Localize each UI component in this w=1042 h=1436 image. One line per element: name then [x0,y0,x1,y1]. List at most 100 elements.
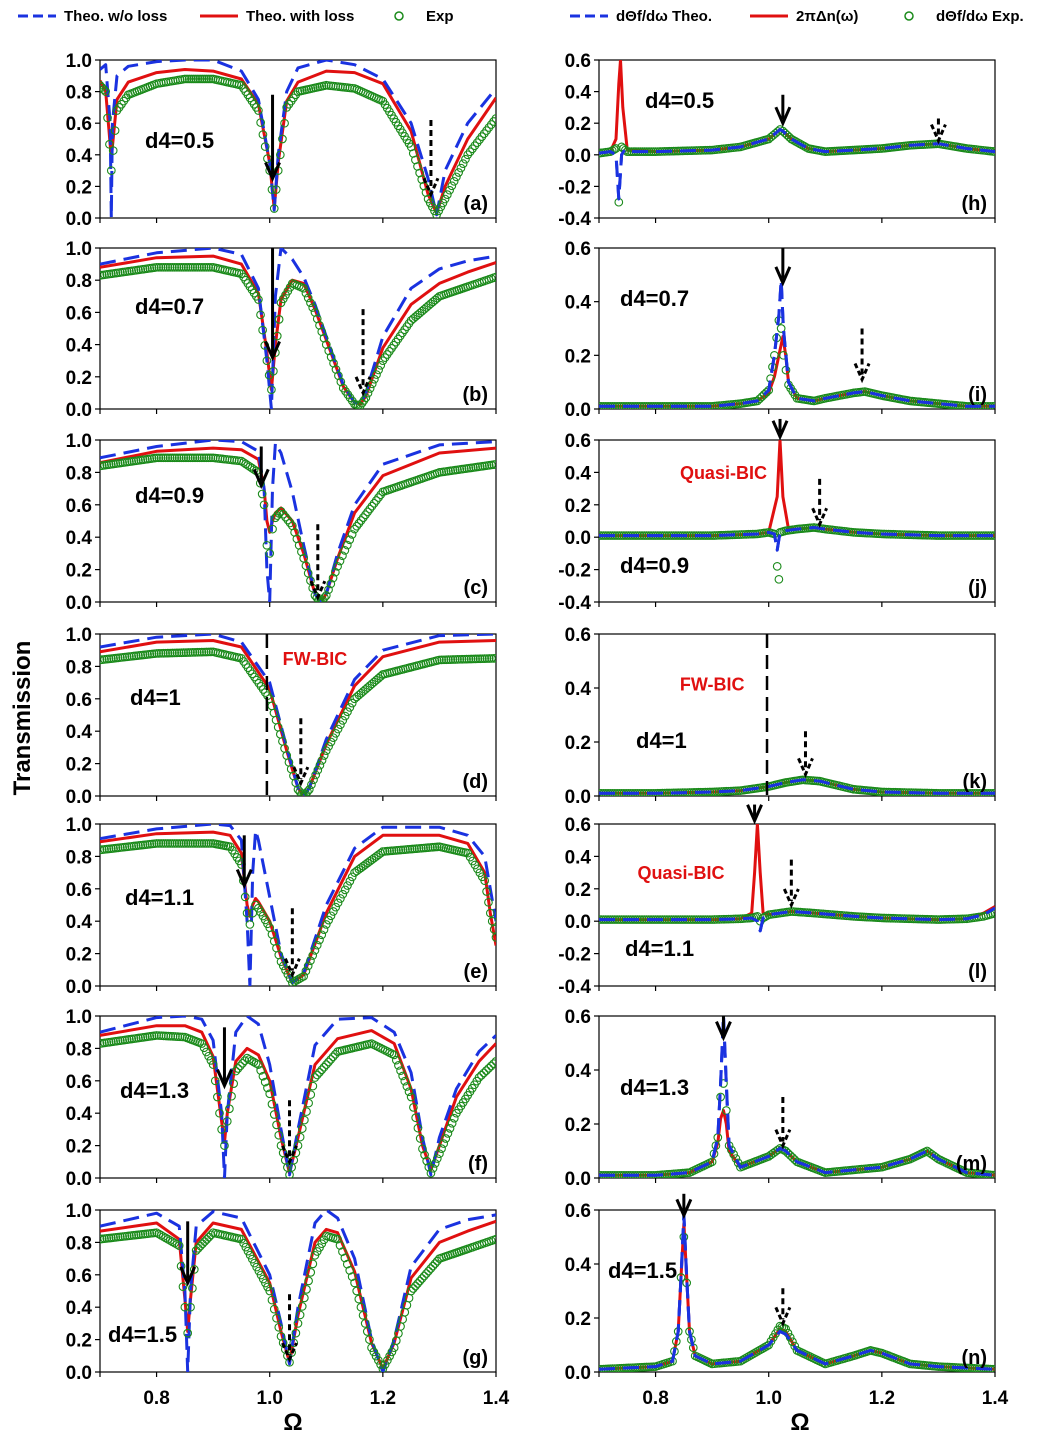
solid-arrow-icon [252,446,270,490]
data-point [195,839,204,848]
data-point [738,1355,747,1365]
data-point [444,655,453,665]
thickness-label: d4=1.1 [625,936,694,961]
y-tick-label: 0.4 [66,528,93,549]
series-theory-lossless [100,60,496,218]
data-point [331,729,341,738]
data-point [329,907,338,916]
data-point [240,1056,250,1066]
data-point [321,591,331,600]
thickness-label: d4=1 [636,728,687,753]
panel-letter: (j) [968,577,987,599]
thickness-label: d4=1.1 [125,885,194,910]
data-point [448,655,458,664]
y-axis-label: Transmission [9,641,36,796]
data-point [371,496,381,505]
data-point [186,262,195,272]
solid-arrow-icon [675,1193,693,1220]
data-point [757,1344,767,1354]
data-point [321,920,331,929]
data-point [172,1239,182,1249]
y-tick-label: 0.2 [66,755,92,776]
data-point [240,892,250,902]
y-tick-label: 0.2 [66,368,92,389]
data-point [786,134,796,144]
solid-arrow-icon [179,1221,197,1287]
data-point [776,324,786,333]
data-point [306,956,315,966]
data-point [426,1168,436,1178]
data-point [331,365,341,374]
data-point [272,1120,281,1130]
data-point [324,1057,333,1067]
data-point [361,510,370,520]
data-point [422,1156,432,1166]
y-tick-label: 0.6 [565,1201,591,1222]
data-point [662,788,672,796]
data-point [485,908,495,918]
data-point [491,653,496,663]
y-tick-label: 0.4 [66,912,93,933]
panel-letter: (g) [462,1347,488,1369]
data-point [931,1153,941,1162]
data-point [278,961,288,971]
data-point [461,154,470,164]
data-point [486,1061,496,1071]
data-point [313,765,323,775]
data-point [193,74,203,84]
data-point [181,839,191,848]
data-point [772,562,782,571]
y-tick-label: 0.0 [565,1363,591,1384]
data-point [168,1237,177,1247]
series-theory-overlay [599,127,995,200]
data-point [271,185,281,194]
data-point [304,1276,313,1286]
solid-arrow-icon [216,1027,233,1090]
data-point [186,839,195,848]
data-point [103,113,112,123]
data-point [206,1230,216,1240]
data-point [790,1155,800,1164]
data-point [295,1132,305,1142]
series-theory-overlay [599,1016,995,1177]
solid-arrow-icon [774,94,792,127]
panels: 0.00.20.40.60.81.0d4=0.5(a)0.00.20.40.60… [66,51,1009,1409]
data-point [308,303,318,312]
data-point [402,1082,412,1091]
data-point [350,1278,359,1288]
legend-swatch-circle [904,11,914,21]
data-point [188,262,198,272]
y-tick-label: 0.2 [565,1309,591,1330]
data-point [760,1343,769,1352]
data-point [345,1266,355,1275]
data-point [293,1141,303,1150]
data-point [172,648,182,658]
data-point [988,401,995,409]
solid-arrow-icon [264,94,281,183]
y-tick-label: 0.4 [66,146,93,167]
data-point [330,1049,340,1059]
series-theory-lossy [100,254,496,406]
data-point [415,1276,425,1286]
data-point [179,839,189,848]
data-point [478,654,487,664]
data-point [335,1241,345,1250]
y-tick-label: 0.2 [565,346,591,367]
dashed-arrow-icon [292,718,310,787]
data-point [487,654,496,663]
data-point [326,352,336,362]
annotation-label: Quasi-BIC [638,863,725,883]
data-point [170,839,180,848]
data-point [197,453,207,463]
data-point [449,176,459,186]
data-point [312,940,322,950]
data-point [340,1253,350,1263]
dashed-arrow-icon [422,120,440,199]
plot-area [100,60,496,218]
data-point [338,889,348,899]
data-point [489,924,496,934]
data-point [464,654,474,664]
data-point [480,654,490,663]
data-point [297,1124,307,1133]
data-point [186,1302,195,1312]
